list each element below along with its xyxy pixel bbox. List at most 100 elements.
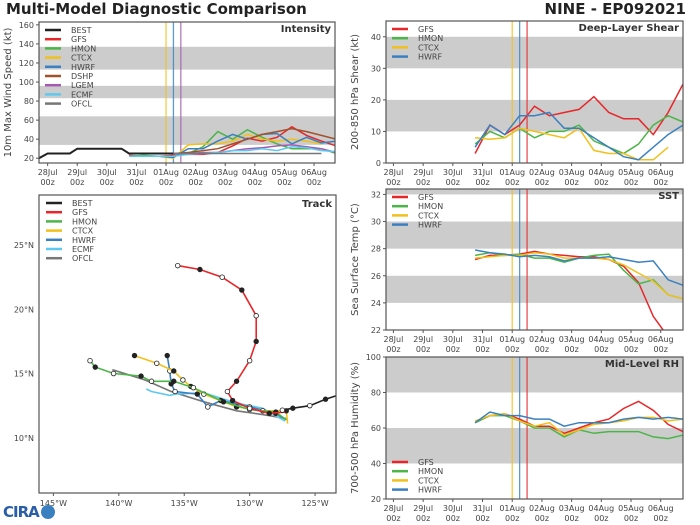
plot-area bbox=[386, 189, 683, 330]
x-tick-label: 00z bbox=[386, 514, 400, 523]
figure-title: Multi-Model Diagnostic Comparison bbox=[6, 0, 307, 18]
x-tick-label: 00z bbox=[654, 514, 668, 523]
track-point bbox=[290, 405, 296, 411]
y-tick-label: 60 bbox=[371, 424, 381, 433]
y-tick-label: 15°N bbox=[14, 370, 34, 379]
track-point bbox=[219, 274, 225, 280]
panel-title: Deep-Layer Shear bbox=[579, 23, 680, 34]
map-area bbox=[87, 262, 336, 424]
x-tick-label: 05Aug bbox=[618, 335, 644, 344]
axes-frame bbox=[385, 20, 684, 164]
y-tick-label: 24 bbox=[371, 299, 381, 308]
x-tick-label: 00z bbox=[535, 345, 549, 354]
track-point bbox=[148, 378, 155, 384]
legend-label: CTCX bbox=[418, 43, 440, 52]
legend-label: CTCX bbox=[418, 211, 440, 220]
track-point bbox=[233, 378, 240, 384]
legend-label: HMON bbox=[72, 217, 97, 226]
y-axis-label: Sea Surface Temp (°C) bbox=[350, 203, 361, 316]
y-tick-label: 10°N bbox=[14, 434, 34, 443]
x-tick-label: 29Jul bbox=[67, 168, 87, 177]
series-gfs bbox=[474, 83, 683, 154]
shaded-band bbox=[386, 36, 683, 69]
y-axis-label: 200-850 hPa Shear (kt) bbox=[350, 34, 361, 150]
x-tick-label: 31Jul bbox=[127, 168, 147, 177]
y-tick-label: 20°N bbox=[14, 305, 34, 314]
y-tick-label: 0 bbox=[376, 159, 381, 168]
y-tick-label: 20 bbox=[24, 154, 34, 163]
x-tick-label: 28Jul bbox=[384, 335, 404, 344]
shaded-band bbox=[386, 221, 683, 249]
legend-label: HWRF bbox=[418, 53, 442, 62]
track-point bbox=[190, 384, 197, 391]
shaded-band bbox=[39, 85, 335, 99]
x-tick-label: 03Aug bbox=[559, 168, 585, 177]
y-tick-label: 22 bbox=[371, 326, 381, 335]
legend-label: ECMF bbox=[71, 90, 94, 99]
x-tick-label: 03Aug bbox=[559, 335, 585, 344]
legend-label: GFS bbox=[72, 208, 88, 217]
x-tick-label: 00z bbox=[505, 345, 519, 354]
x-tick-label: 03Aug bbox=[212, 168, 238, 177]
panel-deep-layer-shear: 01020304028Jul00z29Jul00z30Jul00z31Jul00… bbox=[350, 20, 684, 187]
x-tick-label: 04Aug bbox=[588, 504, 614, 513]
y-tick-label: 160 bbox=[19, 21, 34, 30]
x-tick-label: 02Aug bbox=[529, 335, 555, 344]
x-tick-label: 00z bbox=[624, 514, 638, 523]
x-tick-label: 00z bbox=[307, 178, 321, 187]
x-tick-label: 29Jul bbox=[413, 335, 433, 344]
track-point bbox=[87, 357, 93, 364]
shaded-band bbox=[39, 116, 335, 145]
x-tick-label: 00z bbox=[40, 178, 54, 187]
legend-label: OFCL bbox=[72, 254, 93, 263]
x-tick-label: 06Aug bbox=[648, 168, 674, 177]
panel-title: SST bbox=[658, 191, 679, 202]
x-tick-label: 00z bbox=[277, 178, 291, 187]
panel-mid-level-rh: 2040608010028Jul00z29Jul00z30Jul00z31Jul… bbox=[350, 353, 684, 523]
y-tick-label: 80 bbox=[24, 97, 34, 106]
x-tick-label: 00z bbox=[70, 178, 84, 187]
track-point bbox=[164, 352, 170, 359]
legend-label: HMON bbox=[418, 202, 443, 211]
legend-label: CTCX bbox=[71, 54, 93, 63]
track-point bbox=[229, 397, 236, 404]
x-tick-label: 00z bbox=[624, 345, 638, 354]
x-tick-label: 01Aug bbox=[153, 168, 179, 177]
legend-label: HWRF bbox=[418, 221, 442, 230]
plot-area bbox=[386, 357, 683, 499]
track-point bbox=[110, 370, 117, 377]
panel-title: Mid-Level RH bbox=[605, 359, 679, 370]
x-tick-label: 00z bbox=[188, 178, 202, 187]
x-tick-label: 00z bbox=[475, 514, 489, 523]
legend-label: OFCL bbox=[71, 100, 92, 109]
x-tick-label: 30Jul bbox=[443, 335, 463, 344]
y-tick-label: 100 bbox=[366, 353, 381, 362]
legend-label: ECMF bbox=[72, 245, 95, 254]
y-tick-label: 28 bbox=[371, 245, 381, 254]
x-tick-label: 06Aug bbox=[648, 504, 674, 513]
x-tick-label: 00z bbox=[594, 178, 608, 187]
panel-track: 145°W 140°W 135°W 130°W 125°W 10°N 15°N 20°N 25°… bbox=[14, 194, 337, 508]
track-point bbox=[197, 266, 203, 273]
x-tick-label: 00z bbox=[505, 178, 519, 187]
track-point bbox=[253, 338, 259, 345]
track-point bbox=[307, 402, 313, 409]
x-tick-label: 140°W bbox=[105, 499, 132, 508]
x-tick-label: 31Jul bbox=[473, 168, 493, 177]
legend-label: GFS bbox=[418, 25, 434, 34]
legend-label: LGEM bbox=[71, 81, 94, 90]
shaded-band bbox=[386, 189, 683, 195]
axes-frame bbox=[38, 194, 337, 494]
track-point bbox=[154, 360, 160, 366]
x-tick-label: 00z bbox=[624, 178, 638, 187]
x-tick-label: 05Aug bbox=[618, 168, 644, 177]
x-tick-label: 00z bbox=[218, 178, 232, 187]
x-tick-label: 00z bbox=[159, 178, 173, 187]
legend-label: HWRF bbox=[418, 486, 442, 495]
x-tick-label: 00z bbox=[475, 345, 489, 354]
cira-logo: CIRA bbox=[3, 503, 55, 521]
series-hwrf bbox=[474, 411, 683, 427]
track-point bbox=[246, 357, 253, 364]
legend-label: CTCX bbox=[72, 227, 94, 236]
track-point bbox=[253, 313, 259, 319]
